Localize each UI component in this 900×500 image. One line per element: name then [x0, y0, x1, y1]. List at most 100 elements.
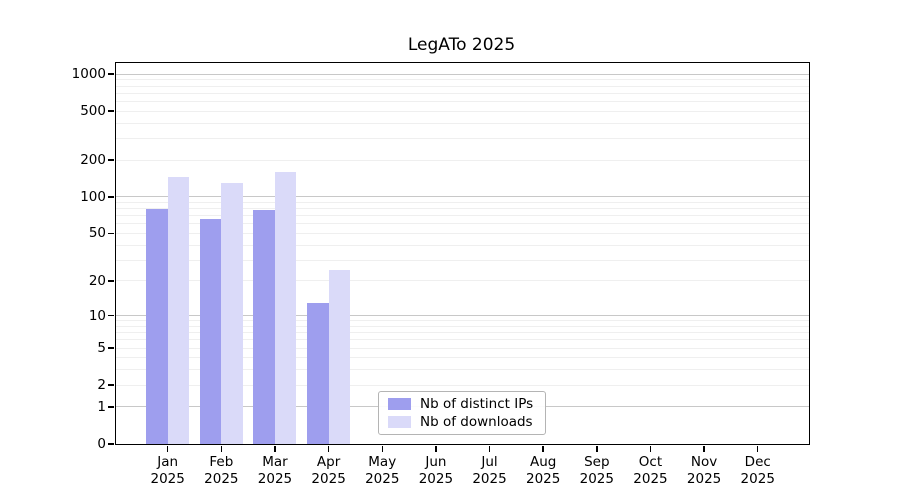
x-tick-year: 2025 — [686, 471, 722, 487]
y-gridline-minor — [116, 357, 809, 359]
y-gridline-minor — [116, 244, 809, 246]
x-tick-year: 2025 — [740, 471, 775, 487]
x-tick-label: Jan 2025 — [136, 454, 200, 488]
y-gridline-minor — [116, 332, 809, 334]
x-tick-year: 2025 — [472, 471, 507, 487]
x-tick-month: May — [368, 454, 397, 470]
legend-item-downloads: Nb of downloads — [388, 415, 545, 429]
x-tick-label: Apr 2025 — [297, 454, 361, 488]
y-tick-mark — [108, 73, 115, 75]
x-tick-year: 2025 — [633, 471, 668, 487]
x-tick-year: 2025 — [525, 471, 561, 487]
y-tick-label: 0 — [97, 436, 106, 452]
x-tick-month: Jul — [481, 454, 498, 470]
x-tick-label: Sep 2025 — [565, 454, 629, 488]
y-tick-label: 2 — [97, 377, 106, 394]
y-gridline-minor — [116, 208, 809, 210]
y-gridline-minor — [116, 280, 809, 282]
x-tick-label: May 2025 — [350, 454, 414, 488]
y-tick-mark — [108, 314, 115, 317]
y-tick-label: 100 — [80, 188, 106, 205]
y-tick-label: 5 — [97, 340, 106, 357]
x-tick-year: 2025 — [257, 471, 293, 487]
y-tick-mark — [108, 384, 115, 386]
y-gridline-minor — [116, 215, 809, 217]
x-tick-mark — [596, 445, 598, 452]
y-gridline-minor — [116, 325, 809, 327]
y-tick-label: 1 — [97, 398, 106, 415]
x-tick-mark — [220, 445, 223, 452]
x-tick-mark — [381, 445, 383, 452]
legend-label-downloads: Nb of downloads — [420, 414, 533, 431]
bar-distinct-ips — [253, 210, 275, 444]
y-gridline-minor — [116, 320, 809, 322]
x-tick-mark — [542, 445, 544, 452]
y-tick-mark — [108, 159, 115, 161]
y-tick-mark — [108, 280, 115, 282]
legend: Nb of distinct IPs Nb of downloads — [378, 391, 546, 435]
x-tick-month: Apr — [316, 454, 341, 470]
legend-swatch-distinct-ips — [388, 397, 411, 410]
y-tick-mark — [108, 232, 115, 235]
y-tick-label: 500 — [80, 103, 106, 120]
y-gridline-major — [116, 315, 809, 317]
legend-item-distinct-ips: Nb of distinct IPs — [388, 397, 545, 411]
y-gridline-minor — [116, 347, 809, 349]
legend-swatch-downloads — [388, 416, 411, 429]
x-tick-mark — [166, 445, 169, 452]
x-tick-mark — [274, 445, 276, 452]
y-tick-mark — [108, 406, 115, 408]
bar-distinct-ips — [307, 302, 329, 444]
y-gridline-minor — [116, 137, 809, 139]
y-tick-mark — [108, 443, 115, 445]
y-gridline-minor — [116, 100, 809, 102]
bar-downloads — [328, 269, 351, 444]
x-tick-year: 2025 — [204, 471, 239, 487]
x-tick-label: Mar 2025 — [243, 454, 307, 488]
y-gridline-minor — [116, 369, 809, 371]
y-gridline-minor — [116, 223, 809, 225]
x-tick-label: Aug 2025 — [511, 454, 575, 488]
y-gridline-minor — [116, 79, 809, 81]
bar-downloads — [167, 176, 190, 444]
x-tick-year: 2025 — [418, 471, 454, 487]
bar-distinct-ips — [146, 208, 168, 444]
y-gridline-minor — [116, 110, 809, 112]
x-tick-month: Nov — [690, 454, 718, 470]
x-tick-label: Feb 2025 — [189, 454, 253, 488]
x-tick-month: Jan — [157, 454, 179, 470]
x-tick-year: 2025 — [311, 471, 346, 487]
y-gridline-major — [116, 196, 809, 198]
y-tick-mark — [108, 110, 115, 112]
x-tick-label: Jul 2025 — [458, 454, 522, 488]
y-gridline-minor — [116, 259, 809, 261]
x-tick-mark — [435, 445, 437, 452]
x-tick-label: Jun 2025 — [404, 454, 468, 488]
y-gridline-minor — [116, 201, 809, 203]
x-tick-month: Sep — [584, 454, 610, 470]
x-tick-mark — [327, 445, 330, 452]
y-gridline-minor — [116, 122, 809, 124]
y-gridline-major — [116, 73, 809, 75]
x-tick-mark — [649, 445, 652, 452]
x-tick-month: Jun — [425, 454, 447, 470]
x-tick-month: Oct — [638, 454, 663, 470]
x-tick-mark — [488, 445, 491, 452]
y-gridline-minor — [116, 384, 809, 386]
bar-downloads — [221, 183, 243, 444]
y-tick-mark — [108, 196, 115, 198]
y-tick-label: 50 — [88, 225, 106, 242]
y-tick-label: 200 — [80, 152, 106, 169]
y-tick-label: 20 — [88, 272, 106, 289]
y-gridline-minor — [116, 159, 809, 161]
chart-title: LegATo 2025 — [407, 35, 516, 55]
y-tick-label: 10 — [88, 307, 106, 324]
x-tick-month: Aug — [529, 454, 557, 470]
x-tick-mark — [756, 445, 759, 452]
x-tick-label: Dec 2025 — [726, 454, 790, 488]
x-tick-month: Feb — [209, 454, 234, 470]
bar-distinct-ips — [199, 218, 222, 444]
x-tick-year: 2025 — [150, 471, 185, 487]
y-gridline-minor — [116, 85, 809, 87]
